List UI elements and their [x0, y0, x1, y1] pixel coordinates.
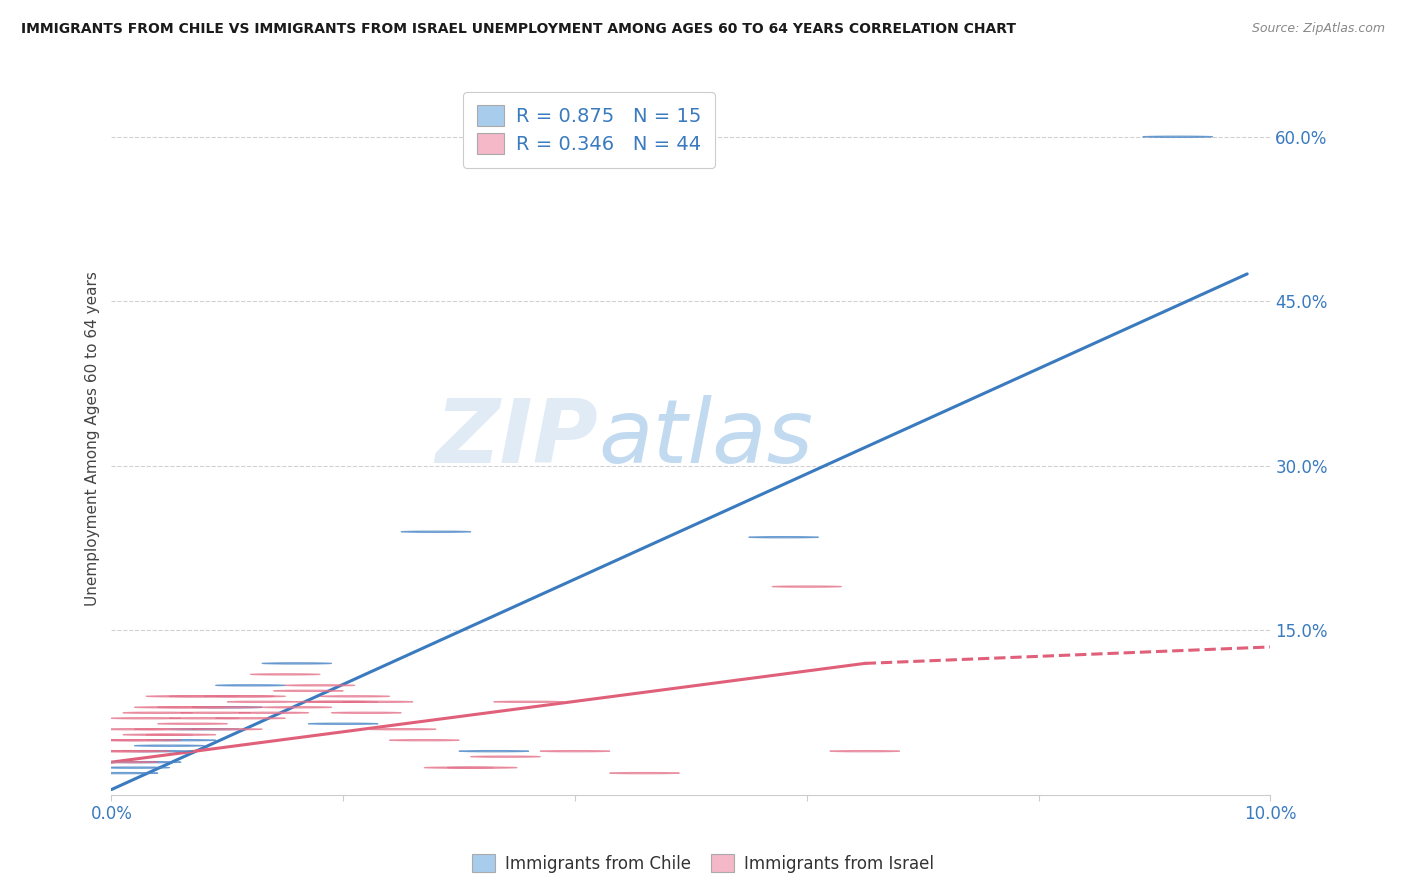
Text: ZIP: ZIP: [436, 395, 598, 482]
Legend: R = 0.875   N = 15, R = 0.346   N = 44: R = 0.875 N = 15, R = 0.346 N = 44: [463, 92, 714, 168]
Text: Source: ZipAtlas.com: Source: ZipAtlas.com: [1251, 22, 1385, 36]
Text: atlas: atlas: [598, 395, 813, 482]
Legend: Immigrants from Chile, Immigrants from Israel: Immigrants from Chile, Immigrants from I…: [465, 847, 941, 880]
Text: IMMIGRANTS FROM CHILE VS IMMIGRANTS FROM ISRAEL UNEMPLOYMENT AMONG AGES 60 TO 64: IMMIGRANTS FROM CHILE VS IMMIGRANTS FROM…: [21, 22, 1017, 37]
Y-axis label: Unemployment Among Ages 60 to 64 years: Unemployment Among Ages 60 to 64 years: [86, 271, 100, 606]
